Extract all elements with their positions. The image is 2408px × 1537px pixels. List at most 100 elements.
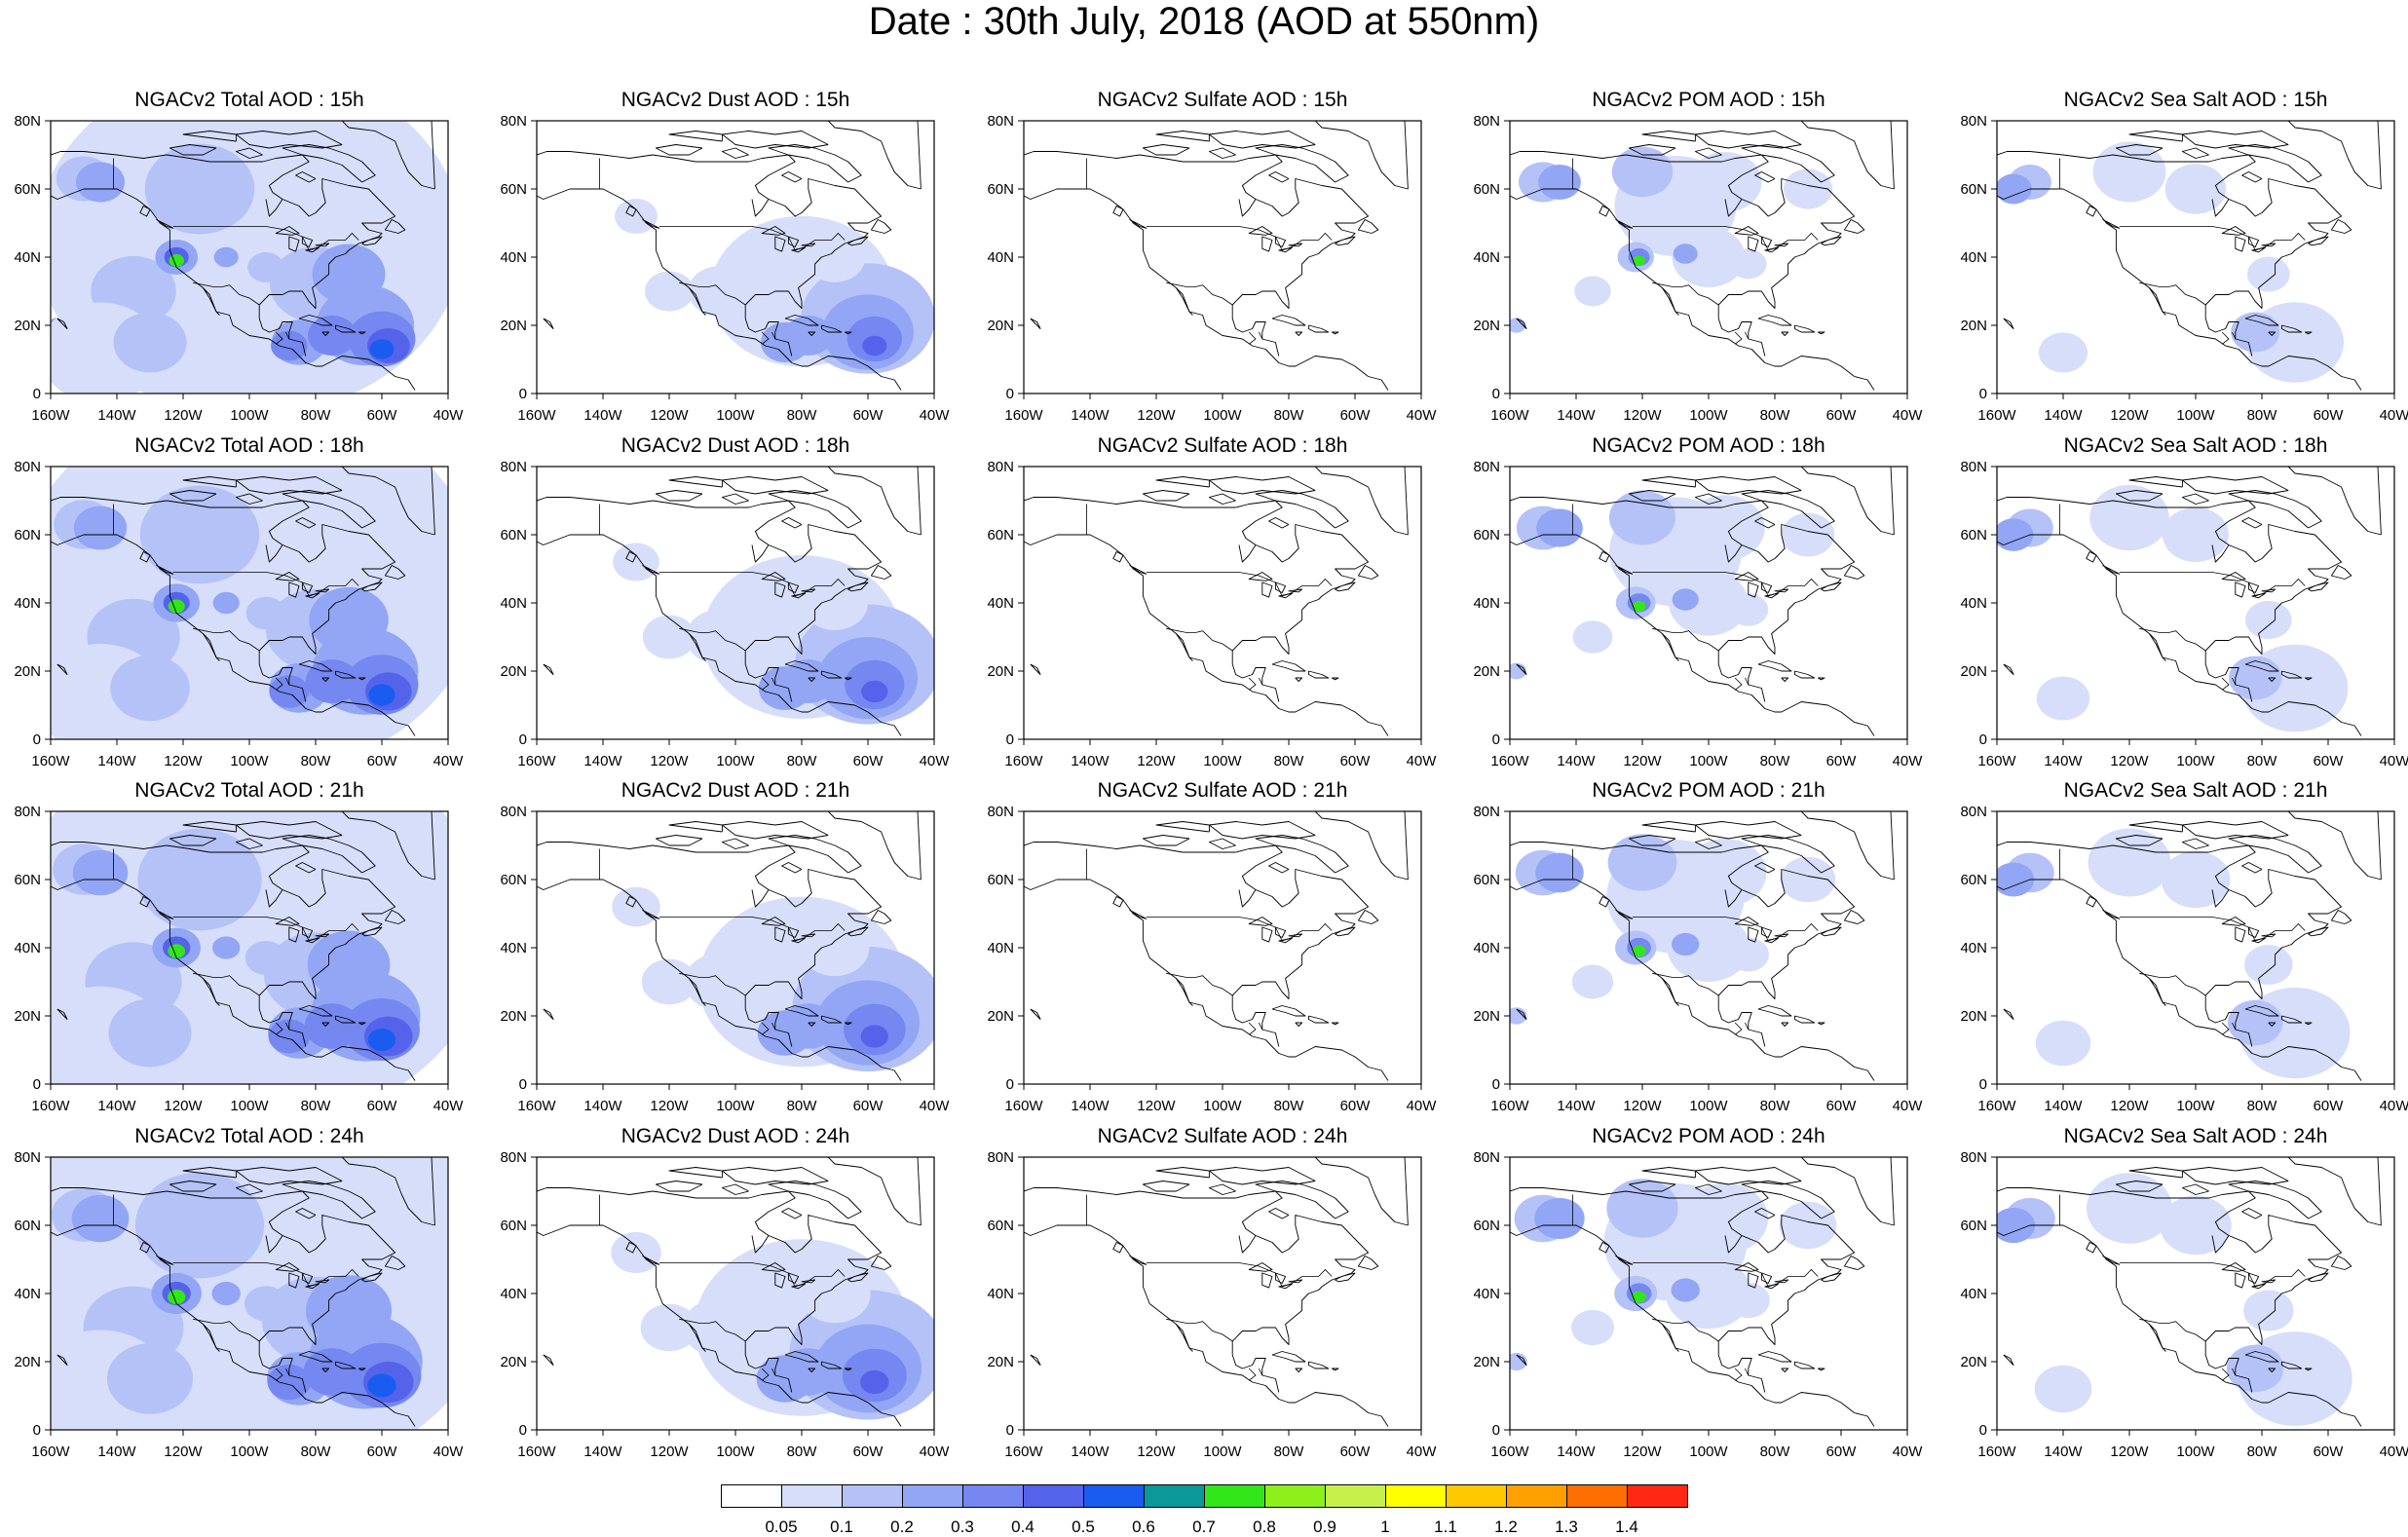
- y-tick-label: 60N: [500, 181, 527, 198]
- y-tick-label: 40N: [987, 249, 1014, 266]
- aod-field-patch: [611, 1231, 661, 1274]
- x-tick-label: 120W: [1137, 753, 1176, 769]
- x-tick-label: 120W: [164, 407, 203, 424]
- panel-title: NGACv2 POM AOD : 24h: [1592, 1125, 1825, 1147]
- political-borders: [1572, 1194, 1819, 1381]
- y-tick-label: 80N: [1473, 113, 1500, 130]
- x-tick-label: 60W: [1340, 407, 1372, 424]
- x-tick-label: 100W: [1689, 1443, 1728, 1460]
- colorbar-label: 0.5: [1072, 1518, 1095, 1536]
- y-tick-label: 0: [519, 1076, 527, 1093]
- x-tick-label: 160W: [1490, 407, 1529, 424]
- political-borders: [1086, 504, 1333, 691]
- panel-title: NGACv2 Sea Salt AOD : 18h: [2063, 434, 2328, 457]
- x-tick-label: 120W: [1137, 1443, 1176, 1460]
- aod-field-patch: [1632, 600, 1646, 613]
- colorbar-swatch: [721, 1484, 782, 1508]
- aod-field-patch: [1730, 248, 1767, 280]
- y-tick-label: 0: [1006, 386, 1014, 402]
- aod-field-patch: [137, 828, 262, 931]
- aod-field-patch: [1669, 570, 1749, 636]
- aod-field-patch: [75, 162, 126, 203]
- y-tick-label: 20N: [1960, 663, 1987, 680]
- aod-field-patch: [2231, 312, 2280, 353]
- political-borders: [599, 1194, 846, 1381]
- x-tick-label: 40W: [1893, 1098, 1924, 1114]
- aod-field-patch: [683, 1297, 755, 1358]
- aod-field-patch: [213, 246, 239, 268]
- aod-field-patch: [110, 655, 190, 722]
- x-tick-label: 120W: [650, 1443, 689, 1460]
- aod-field-patch: [268, 1019, 311, 1054]
- y-tick-label: 80N: [1960, 113, 1987, 130]
- x-tick-label: 140W: [97, 1098, 136, 1114]
- y-tick-label: 40N: [987, 1286, 1014, 1302]
- x-tick-label: 60W: [853, 753, 884, 769]
- aod-field-patch: [369, 339, 395, 359]
- y-tick-label: 40N: [1473, 1286, 1500, 1302]
- x-tick-label: 160W: [1004, 753, 1043, 769]
- x-tick-label: 80W: [1760, 1443, 1791, 1460]
- map-panel-sulfate: NGACv2 Sulfate AOD : 18h 160W 140W 120W 100W…: [987, 434, 1437, 769]
- aod-field-patch: [1683, 839, 1767, 907]
- aod-map: 160W 140W 120W 100W 80W 60W 40W 0 20N 40N 60N 80N: [1473, 113, 1923, 424]
- x-tick-label: 40W: [1407, 1098, 1438, 1114]
- y-tick-label: 0: [1492, 386, 1500, 402]
- aod-field-patch: [686, 610, 752, 664]
- aod-field-patch: [2245, 600, 2292, 640]
- aod-field-patch: [303, 1348, 361, 1396]
- y-tick-label: 60N: [1960, 1218, 1987, 1234]
- x-tick-label: 100W: [716, 1098, 755, 1114]
- y-tick-label: 0: [1006, 1422, 1014, 1439]
- aod-field-patch: [1665, 1257, 1752, 1330]
- x-tick-label: 100W: [2176, 1443, 2215, 1460]
- x-tick-label: 120W: [1623, 1443, 1662, 1460]
- aod-field-patch: [613, 543, 659, 581]
- aod-field-patch: [368, 684, 395, 706]
- x-tick-label: 40W: [1407, 1443, 1438, 1460]
- x-tick-label: 60W: [367, 407, 398, 424]
- map-panel-sulfate: NGACv2 Sulfate AOD : 21h 160W 140W 120W 100W…: [987, 779, 1437, 1114]
- x-tick-label: 80W: [1274, 753, 1305, 769]
- colorbar-swatch: [842, 1484, 903, 1508]
- panel-title: NGACv2 Sulfate AOD : 24h: [1097, 1125, 1348, 1147]
- colorbar-label: 0.9: [1313, 1518, 1336, 1536]
- panel-title: NGACv2 Sulfate AOD : 15h: [1097, 89, 1348, 111]
- y-tick-label: 80N: [1960, 804, 1987, 820]
- aod-field-patch: [641, 958, 697, 1005]
- y-tick-label: 80N: [14, 804, 41, 820]
- x-tick-label: 60W: [1826, 1443, 1858, 1460]
- y-tick-label: 20N: [14, 1008, 41, 1025]
- aod-field-patch: [2282, 1348, 2341, 1396]
- x-tick-label: 80W: [1760, 407, 1791, 424]
- y-tick-label: 40N: [1473, 595, 1500, 612]
- panel-title: NGACv2 POM AOD : 21h: [1592, 779, 1825, 802]
- x-tick-label: 100W: [230, 1098, 269, 1114]
- aod-field-patch: [780, 1003, 837, 1049]
- x-tick-label: 140W: [97, 753, 136, 769]
- aod-field-patch: [307, 315, 357, 356]
- aod-map: 160W 140W 120W 100W 80W 60W 40W 0 20N 40N 60N 80N: [14, 459, 464, 769]
- aod-field-patch: [169, 254, 185, 267]
- y-tick-label: 60N: [1960, 872, 1987, 888]
- y-tick-label: 20N: [1473, 1354, 1500, 1370]
- colorbar-label: 0.7: [1192, 1518, 1216, 1536]
- aod-field-patch: [2088, 828, 2171, 897]
- panel-title: NGACv2 Sulfate AOD : 21h: [1097, 779, 1348, 802]
- x-tick-label: 40W: [1893, 753, 1924, 769]
- x-tick-label: 60W: [2314, 1098, 2345, 1114]
- aod-field-patch: [1632, 1291, 1646, 1303]
- y-tick-label: 40N: [500, 249, 527, 266]
- x-tick-label: 40W: [1407, 407, 1438, 424]
- aod-map: 160W 140W 120W 100W 80W 60W 40W 0 20N 40N 60N 80N: [987, 804, 1437, 1114]
- aod-map: 160W 140W 120W 100W 80W 60W 40W 0 20N 40N 60N 80N: [500, 804, 950, 1114]
- x-tick-label: 80W: [301, 753, 332, 769]
- aod-map: 160W 140W 120W 100W 80W 60W 40W 0 20N 40N 60N 80N: [987, 113, 1437, 424]
- colorbar-swatch: [1083, 1484, 1145, 1508]
- y-tick-label: 80N: [987, 804, 1014, 820]
- colorbar-label: 0.1: [830, 1518, 853, 1536]
- y-tick-label: 0: [1492, 731, 1500, 748]
- coastlines: [537, 811, 922, 1081]
- aod-map: 160W 140W 120W 100W 80W 60W 40W 0 20N 40N 60N 80N: [14, 804, 464, 1114]
- x-tick-label: 140W: [1071, 1443, 1110, 1460]
